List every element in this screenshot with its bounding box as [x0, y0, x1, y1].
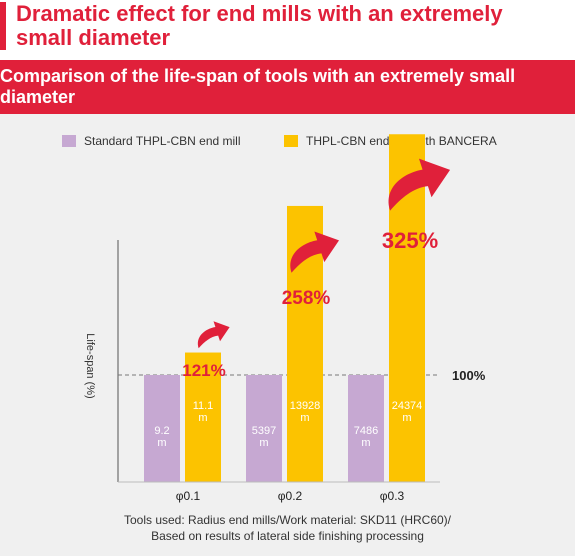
legend-item-standard: Standard THPL-CBN end mill [62, 134, 241, 148]
page-heading: Dramatic effect for end mills with an ex… [0, 0, 575, 60]
bar-standard-1 [246, 375, 282, 482]
bar-unit-label-1-2: m [402, 412, 411, 424]
growth-arrow-icon-0-shape [197, 321, 230, 349]
x-tick-label-1: φ0.2 [278, 489, 303, 503]
bar-unit-label-1-0: m [198, 412, 207, 424]
x-tick-label-0: φ0.1 [176, 489, 201, 503]
bar-bancera-0 [185, 352, 221, 482]
bar-value-label-1-2: 24374 [392, 400, 423, 412]
legend-swatch-standard [62, 135, 76, 147]
bar-value-label-1-0: 11.1 [193, 400, 214, 412]
growth-percent-label-1: 258% [282, 288, 331, 309]
bar-unit-label-0-0: m [157, 437, 166, 449]
legend-swatch-bancera [284, 135, 298, 147]
chart-title-banner: Comparison of the life-span of tools wit… [0, 60, 575, 114]
heading-line-1: Dramatic effect for end mills with an ex… [16, 1, 503, 26]
footnote-line-1: Tools used: Radius end mills/Work materi… [123, 513, 451, 527]
growth-arrow-icon-2 [388, 158, 451, 211]
bar-value-label-1-1: 13928 [290, 400, 321, 412]
bar-unit-label-1-1: m [300, 412, 309, 424]
growth-arrow-icon-1 [290, 231, 340, 273]
bar-value-label-0-2: 7486 [354, 425, 378, 437]
bar-standard-2 [348, 375, 384, 482]
bar-unit-label-0-1: m [259, 437, 268, 449]
growth-percent-label-2: 325% [382, 228, 438, 253]
x-tick-label-2: φ0.3 [380, 489, 405, 503]
y-axis-label: Life-span (%) [84, 333, 96, 398]
heading-line-2: small diameter [16, 25, 171, 50]
reference-line-label: 100% [452, 368, 486, 383]
footnote-line-2: Based on results of lateral side finishi… [151, 529, 424, 543]
growth-percent-label-0: 121% [182, 361, 225, 380]
growth-arrow-icon-0 [197, 321, 230, 349]
heading-text: Dramatic effect for end mills with an ex… [16, 2, 536, 50]
bar-unit-label-0-2: m [361, 437, 370, 449]
bar-value-label-0-1: 5397 [252, 425, 276, 437]
growth-arrow-icon-1-shape [290, 231, 340, 273]
legend-label-standard: Standard THPL-CBN end mill [84, 134, 241, 148]
heading-accent-bar [0, 2, 6, 50]
footnote: Tools used: Radius end mills/Work materi… [0, 512, 575, 544]
bar-standard-0 [144, 375, 180, 482]
growth-arrow-icon-2-shape [388, 158, 451, 211]
bar-value-label-0-0: 9.2 [154, 425, 169, 437]
